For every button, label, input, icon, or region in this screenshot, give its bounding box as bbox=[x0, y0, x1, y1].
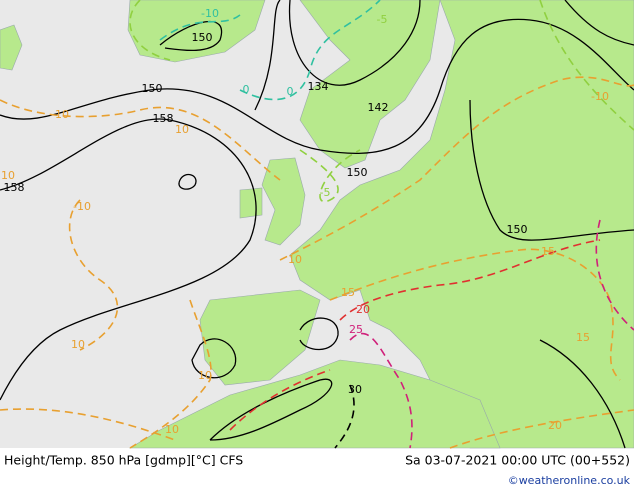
temp-label: -10 bbox=[73, 200, 91, 213]
temp-label: -5 bbox=[320, 186, 331, 199]
height-label: 134 bbox=[308, 80, 329, 93]
height-label: 142 bbox=[368, 101, 389, 114]
credit: ©weatheronline.co.uk bbox=[508, 474, 631, 487]
scandinavia bbox=[299, 0, 441, 169]
temp-label: 10 bbox=[175, 123, 189, 136]
temp-label: 10 bbox=[198, 369, 212, 382]
temperature-contours bbox=[0, 0, 634, 449]
iberia bbox=[199, 289, 321, 386]
height-label: 158 bbox=[153, 112, 174, 125]
britain bbox=[261, 157, 306, 246]
temp-label: 20 bbox=[548, 419, 562, 432]
temp-label: 10 bbox=[71, 338, 85, 351]
temp-label: -10 bbox=[51, 108, 69, 121]
temp-label: -10 bbox=[201, 7, 219, 20]
greenland bbox=[127, 0, 266, 63]
temp-label: -10 bbox=[591, 90, 609, 103]
temp-label: 15 bbox=[341, 286, 355, 299]
temp-label: -5 bbox=[377, 13, 388, 26]
iceland bbox=[0, 24, 23, 71]
temp-label: 15 bbox=[576, 331, 590, 344]
height-label: 150 bbox=[192, 31, 213, 44]
height-label: 150 bbox=[507, 223, 528, 236]
africa bbox=[128, 359, 501, 449]
land bbox=[0, 0, 634, 449]
map-title: Height/Temp. 850 hPa [gdmp][°C] CFS bbox=[4, 453, 243, 468]
temp-label: 10 bbox=[288, 253, 302, 266]
height-label: 150 bbox=[142, 82, 163, 95]
ireland bbox=[239, 187, 263, 219]
temp-label: 15 bbox=[541, 245, 555, 258]
temp-label: 20 bbox=[356, 303, 370, 316]
contour-labels: 150 134 150 158 142 150 158 150 -10 -5 0… bbox=[1, 7, 609, 436]
temp-label: 0 bbox=[287, 85, 294, 98]
temp-label: 25 bbox=[349, 323, 363, 336]
height-contours bbox=[0, 0, 634, 449]
height-label: 158 bbox=[4, 181, 25, 194]
temp-label: 10 bbox=[165, 423, 179, 436]
map-date: Sa 03-07-2021 00:00 UTC (00+552) bbox=[405, 453, 630, 468]
height-label: 150 bbox=[347, 166, 368, 179]
temp-label: 30 bbox=[348, 383, 362, 396]
temp-label: 0 bbox=[243, 83, 250, 96]
temp-label: 10 bbox=[1, 169, 15, 182]
